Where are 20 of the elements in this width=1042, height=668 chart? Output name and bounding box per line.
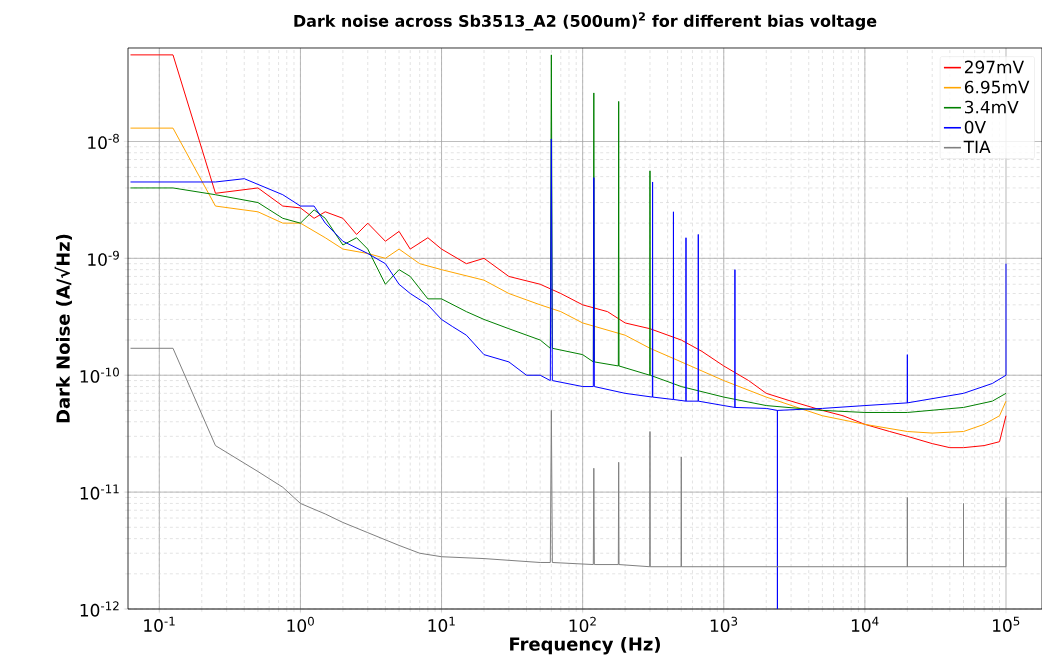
- legend-label: 3.4mV: [965, 100, 1019, 114]
- y-tick-label: 10$^{-9}$: [88, 250, 119, 266]
- y-axis-title: Dark Noise (A/√Hz): [54, 234, 72, 423]
- legend-label: 6.95mV: [964, 80, 1030, 94]
- y-tick-label: 10$^{-12}$: [80, 601, 119, 617]
- x-tick-label: 10$^{0}$: [287, 616, 314, 633]
- y-tick-label: 10$^{-10}$: [80, 367, 119, 383]
- y-tick-label: 10$^{-11}$: [80, 484, 119, 500]
- chart-title: Dark noise across Sb3513_A2 (500um)$^{2}$ for different bias voltage: [294, 12, 877, 31]
- x-tick-label: 10$^{1}$: [428, 616, 455, 632]
- legend-label: 297mV: [964, 60, 1024, 74]
- legend-label: TIA: [963, 140, 991, 154]
- x-tick-label: 10$^{-1}$: [144, 616, 175, 632]
- x-tick-label: 10$^{4}$: [851, 616, 879, 632]
- y-tick-label: 10$^{-8}$: [88, 133, 119, 150]
- x-tick-label: 10$^{3}$: [710, 616, 738, 633]
- x-axis-title: Frequency (Hz): [510, 636, 660, 655]
- x-tick-label: 10$^{5}$: [993, 616, 1020, 632]
- legend-label: 0V: [964, 120, 986, 134]
- x-tick-label: 10$^{2}$: [569, 616, 596, 633]
